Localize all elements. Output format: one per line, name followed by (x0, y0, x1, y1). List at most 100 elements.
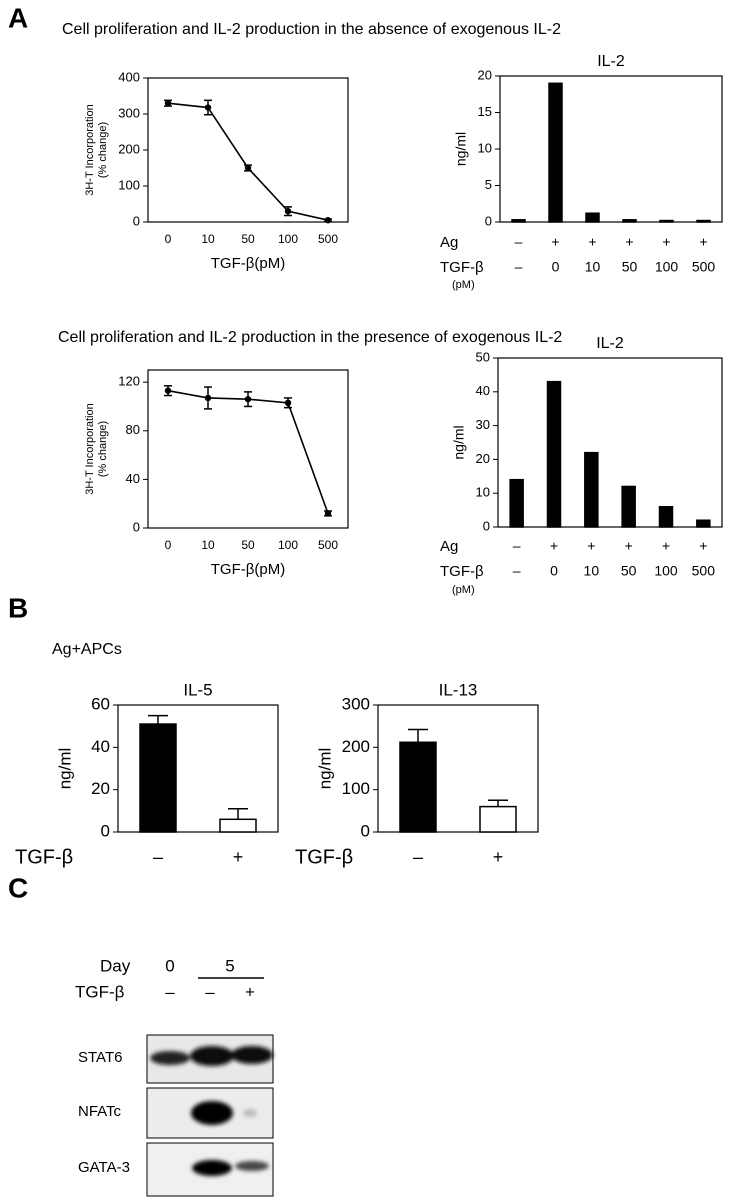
chart-title: IL-5 (183, 680, 212, 699)
category-label: + (588, 234, 596, 250)
panel-label: B (8, 592, 28, 623)
point (244, 395, 252, 403)
bar (621, 485, 636, 528)
x-tick-label: 500 (318, 232, 338, 246)
band (190, 1046, 234, 1066)
x-tick-label: 0 (165, 232, 172, 246)
y-tick-label: 0 (485, 213, 492, 228)
point (164, 100, 172, 107)
blot-row-label: NFATc (78, 1103, 122, 1120)
bar (585, 212, 600, 223)
y-tick-label: 80 (126, 422, 140, 437)
bar (622, 219, 637, 223)
x-tick-label: 50 (241, 232, 255, 246)
blot-header: Day (100, 956, 131, 975)
y-tick-label: 200 (342, 737, 370, 756)
x-tick-label: 0 (165, 538, 172, 552)
y-axis-label: ng/ml (451, 425, 467, 459)
y-tick-label: 20 (476, 451, 490, 466)
x-tick-label: 100 (278, 538, 298, 552)
x-axis-label: TGF-β(pM) (211, 255, 285, 272)
category-label: + (662, 538, 670, 554)
x-tick-label: 10 (201, 538, 215, 552)
y-tick-label: 20 (91, 779, 110, 798)
plot-frame (497, 357, 723, 528)
y-tick-label: 0 (361, 821, 370, 840)
y-axis-label: ng/ml (55, 748, 74, 790)
plot-frame (147, 369, 349, 529)
x-tick-label: 50 (241, 538, 255, 552)
category-label: – (513, 563, 521, 579)
chart-title: IL-2 (597, 53, 625, 70)
category-label: – (153, 847, 163, 867)
category-label: 10 (584, 563, 600, 579)
y-tick-label: 60 (91, 694, 110, 713)
band (235, 1161, 269, 1171)
bar (659, 219, 674, 223)
bar (548, 82, 563, 223)
blot-lane-label: – (205, 982, 215, 1001)
category-label: 0 (550, 563, 558, 579)
y-axis-label: ng/ml (315, 748, 334, 790)
y-tick-label: 30 (476, 417, 490, 432)
category-label: 100 (655, 259, 679, 275)
blot-lane-label: 0 (165, 956, 174, 975)
line (167, 102, 329, 221)
y-tick-label: 300 (342, 694, 370, 713)
row-label: TGF-β (440, 563, 484, 580)
line (167, 389, 329, 514)
section-title: Cell proliferation and IL-2 production i… (62, 21, 561, 38)
y-axis-label: (% change) (97, 421, 109, 477)
category-label: + (550, 538, 558, 554)
category-label: – (513, 538, 521, 554)
band (192, 1160, 232, 1176)
bar (139, 723, 177, 833)
y-tick-label: 200 (118, 141, 140, 156)
y-tick-label: 0 (133, 519, 140, 534)
row-label: TGF-β (15, 846, 73, 868)
y-axis-label: 3H-T Incorporation (84, 104, 96, 196)
y-tick-label: 10 (478, 140, 492, 155)
point (284, 399, 292, 407)
bar (696, 219, 711, 223)
bar (546, 380, 562, 528)
bar (658, 505, 674, 528)
row-label: Ag (440, 538, 458, 555)
category-label: + (699, 234, 707, 250)
category-label: 50 (621, 563, 637, 579)
condition-label: Ag+APCs (52, 641, 122, 658)
western-blot: Day 0 5 TGF-β – – + STAT6 NFATc GATA-3 (75, 956, 274, 1197)
row-unit: (pM) (452, 279, 475, 291)
y-tick-label: 40 (91, 737, 110, 756)
y-tick-label: 20 (478, 67, 492, 82)
row-label: TGF-β (440, 259, 484, 276)
y-tick-label: 40 (126, 471, 140, 486)
category-label: 50 (622, 259, 638, 275)
bar (584, 451, 599, 528)
y-axis-label: ng/ml (453, 132, 469, 166)
y-tick-label: 300 (118, 105, 140, 120)
blot-lane-label: 5 (225, 956, 234, 975)
point (284, 208, 292, 215)
y-tick-label: 0 (133, 213, 140, 228)
category-label: – (413, 847, 423, 867)
bar (511, 219, 526, 223)
y-tick-label: 100 (342, 779, 370, 798)
point (204, 104, 212, 111)
blot-header: TGF-β (75, 982, 125, 1001)
category-label: 0 (552, 259, 560, 275)
band (231, 1046, 273, 1064)
category-label: 100 (654, 563, 678, 579)
bar (479, 805, 517, 833)
category-label: + (233, 847, 244, 867)
point (164, 387, 172, 394)
y-axis-label: (% change) (97, 122, 109, 178)
category-label: 500 (692, 259, 716, 275)
x-axis-label: TGF-β(pM) (211, 561, 285, 578)
category-label: + (625, 234, 633, 250)
category-label: + (625, 538, 633, 554)
category-label: + (551, 234, 559, 250)
blot-row-label: STAT6 (78, 1049, 122, 1066)
point (324, 217, 332, 224)
